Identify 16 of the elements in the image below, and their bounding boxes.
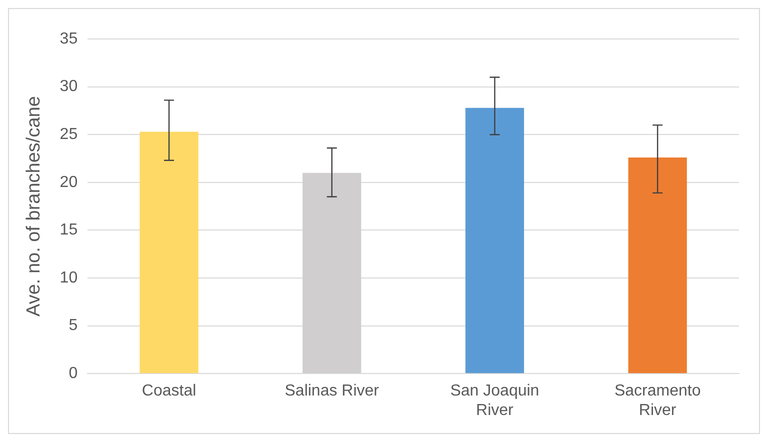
- bar: [140, 132, 198, 374]
- y-tick-label: 15: [60, 222, 78, 239]
- bar: [628, 158, 687, 374]
- x-tick-label: Sacramento River: [614, 382, 701, 419]
- y-tick-label: 10: [60, 269, 78, 286]
- x-tick-label: Coastal: [142, 382, 196, 400]
- y-tick-label: 5: [68, 317, 78, 334]
- x-tick-label: Salinas River: [284, 382, 380, 400]
- bar: [465, 108, 524, 374]
- y-axis-title: Ave. no. of branches/cane: [24, 96, 45, 317]
- y-tick-label: 35: [60, 30, 78, 48]
- y-tick-label: 25: [60, 126, 78, 144]
- y-tick-label: 20: [60, 174, 78, 191]
- y-tick-label: 30: [60, 78, 78, 96]
- y-tick-label: 0: [68, 365, 78, 382]
- x-tick-label: San Joaquin River: [450, 382, 540, 419]
